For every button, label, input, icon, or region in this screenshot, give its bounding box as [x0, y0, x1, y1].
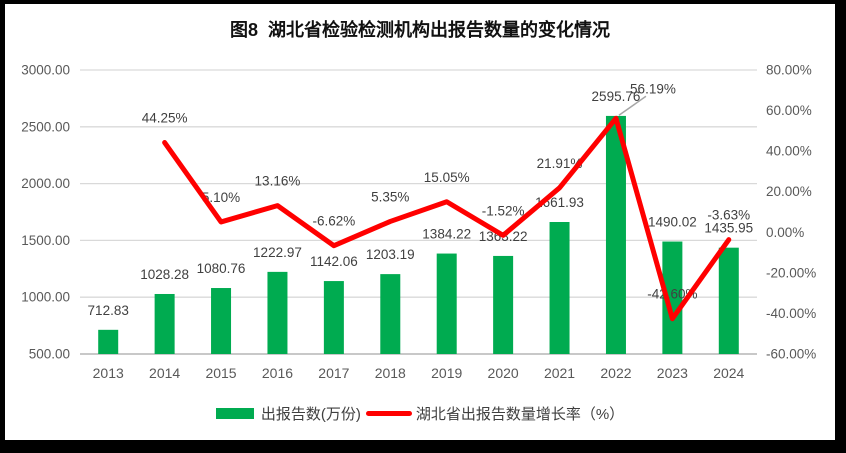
left-axis-tick-label: 1000.00	[21, 290, 70, 305]
x-axis-label: 2015	[205, 365, 236, 381]
bar-2024	[718, 247, 739, 354]
right-axis-tick-label: 60.00%	[766, 103, 812, 118]
growth-line	[162, 115, 732, 322]
x-axis-label: 2024	[713, 365, 744, 381]
bar-value-label: 1384.22	[422, 227, 471, 242]
right-axis-tick-label: -20.00%	[766, 265, 816, 280]
chart-canvas	[5, 4, 835, 440]
growth-point-label: 21.91%	[537, 156, 583, 171]
x-axis-label: 2017	[318, 365, 349, 381]
bar-2022	[605, 115, 626, 354]
growth-point-label: 44.25%	[142, 111, 188, 126]
bar-2013	[98, 329, 119, 354]
left-axis-tick-label: 500.00	[29, 347, 70, 362]
x-axis-label: 2022	[600, 365, 631, 381]
bar-2015	[211, 288, 232, 354]
x-axis-label: 2020	[488, 365, 519, 381]
x-axis-label: 2018	[375, 365, 406, 381]
bar-value-label: 1142.06	[310, 254, 358, 269]
growth-point-label: -3.63%	[707, 208, 750, 223]
bar-value-label: 1435.95	[704, 221, 753, 236]
growth-point-label-callout: 56.19%	[630, 81, 676, 96]
growth-point-label: 5.35%	[371, 189, 409, 204]
left-axis-tick-label: 2500.00	[21, 119, 70, 134]
left-axis-tick-label: 1500.00	[21, 233, 70, 248]
legend-bar-swatch-icon	[215, 407, 254, 419]
bar-value-label: 712.83	[88, 303, 129, 318]
right-axis-tick-label: -60.00%	[766, 347, 816, 362]
bar-value-label: 1490.02	[648, 215, 697, 230]
growth-point-label: -1.52%	[482, 203, 525, 218]
bar-2018	[380, 274, 401, 354]
right-axis-tick-label: 0.00%	[766, 225, 804, 240]
left-axis-tick-label: 3000.00	[21, 63, 70, 78]
bar-value-label: 1028.28	[140, 267, 189, 282]
legend-line-label: 湖北省出报告数量增长率（%）	[415, 405, 625, 423]
bar-value-label: 1080.76	[197, 261, 246, 276]
growth-point-label: 13.16%	[255, 174, 301, 189]
bar-2019	[436, 253, 457, 354]
right-axis-tick-label: 80.00%	[766, 63, 812, 78]
bar-2021	[549, 222, 570, 354]
chart-title: 图8 湖北省检验检测机构出报告数量的变化情况	[229, 20, 610, 40]
bar-2017	[323, 281, 344, 354]
x-axis-label: 2013	[93, 365, 124, 381]
x-axis-label: 2021	[544, 365, 575, 381]
bar-2023	[662, 241, 683, 354]
bar-value-label: 1222.97	[253, 245, 302, 260]
legend-bar-label: 出报告数(万份)	[260, 405, 361, 423]
x-axis-label: 2016	[262, 365, 293, 381]
x-axis-label: 2019	[431, 365, 462, 381]
left-axis-tick-label: 2000.00	[21, 176, 70, 191]
right-axis-tick-label: 40.00%	[766, 144, 812, 159]
bar-value-label: 1203.19	[366, 247, 415, 262]
callout-leader-line	[618, 95, 647, 116]
legend-line-swatch-icon	[365, 410, 412, 416]
right-axis-tick-label: 20.00%	[766, 184, 812, 199]
growth-point-label: 15.05%	[424, 170, 470, 185]
x-axis-label: 2014	[149, 365, 180, 381]
growth-point-label: -6.62%	[312, 214, 355, 229]
x-axis-label: 2023	[657, 365, 688, 381]
right-axis-tick-label: -40.00%	[766, 306, 816, 321]
growth-point-label: 5.10%	[202, 190, 240, 205]
chart-legend: 出报告数(万份) 湖北省出报告数量增长率（%）	[5, 402, 835, 424]
bar-2020	[493, 255, 514, 354]
bar-2014	[154, 293, 175, 354]
bar-value-label: 2595.76	[592, 89, 641, 104]
bar-2016	[267, 271, 288, 354]
